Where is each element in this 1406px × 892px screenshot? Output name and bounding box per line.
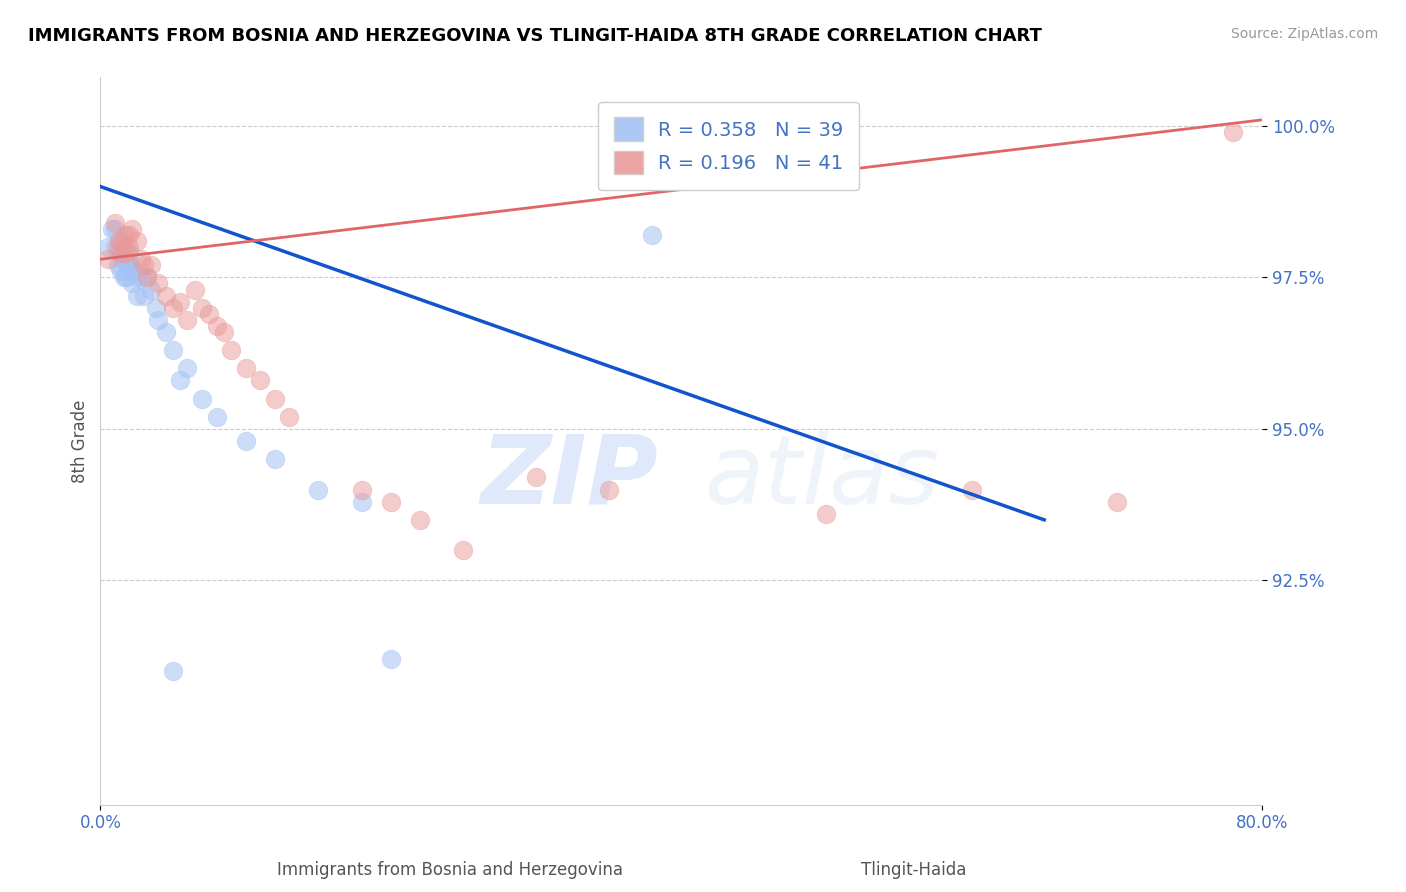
Point	[184, 283, 207, 297]
Point	[205, 409, 228, 424]
Point	[104, 216, 127, 230]
Point	[263, 392, 285, 406]
Point	[162, 343, 184, 358]
Point	[121, 277, 143, 291]
Point	[108, 234, 131, 248]
Point	[135, 270, 157, 285]
Point	[148, 277, 170, 291]
Point	[122, 264, 145, 278]
Point	[155, 288, 177, 302]
Point	[198, 307, 221, 321]
Point	[169, 294, 191, 309]
Point	[1105, 494, 1128, 508]
Point	[111, 246, 134, 260]
Point	[524, 470, 547, 484]
Text: Immigrants from Bosnia and Herzegovina: Immigrants from Bosnia and Herzegovina	[277, 861, 623, 879]
Point	[598, 483, 620, 497]
Point	[141, 258, 163, 272]
Point	[350, 483, 373, 497]
Point	[115, 246, 138, 260]
Point	[135, 270, 157, 285]
Point	[453, 543, 475, 558]
Point	[263, 452, 285, 467]
Text: IMMIGRANTS FROM BOSNIA AND HERZEGOVINA VS TLINGIT-HAIDA 8TH GRADE CORRELATION CH: IMMIGRANTS FROM BOSNIA AND HERZEGOVINA V…	[28, 27, 1042, 45]
Point	[191, 301, 214, 315]
Point	[104, 240, 127, 254]
Point	[235, 361, 257, 376]
Point	[350, 494, 373, 508]
Point	[176, 361, 198, 376]
Point	[380, 652, 402, 666]
Point	[162, 301, 184, 315]
Y-axis label: 8th Grade: 8th Grade	[72, 400, 89, 483]
Text: ZIP: ZIP	[479, 431, 658, 524]
Point	[176, 313, 198, 327]
Point	[118, 227, 141, 242]
Point	[108, 246, 131, 260]
Point	[114, 252, 136, 267]
Point	[125, 288, 148, 302]
Point	[141, 283, 163, 297]
Point	[155, 325, 177, 339]
Point	[132, 288, 155, 302]
Point	[125, 234, 148, 248]
Point	[409, 513, 432, 527]
Legend: R = 0.358   N = 39, R = 0.196   N = 41: R = 0.358 N = 39, R = 0.196 N = 41	[598, 102, 859, 190]
Point	[101, 222, 124, 236]
Text: Source: ZipAtlas.com: Source: ZipAtlas.com	[1230, 27, 1378, 41]
Point	[145, 301, 167, 315]
Point	[307, 483, 329, 497]
Text: Tlingit-Haida: Tlingit-Haida	[862, 861, 966, 879]
Point	[112, 240, 135, 254]
Point	[380, 494, 402, 508]
Point	[235, 434, 257, 448]
Point	[212, 325, 235, 339]
Point	[249, 374, 271, 388]
Point	[162, 665, 184, 679]
Point	[125, 270, 148, 285]
Point	[107, 258, 129, 272]
Point	[960, 483, 983, 497]
Point	[114, 227, 136, 242]
Point	[1222, 125, 1244, 139]
Point	[118, 240, 141, 254]
Point	[641, 227, 664, 242]
Point	[110, 264, 132, 278]
Point	[115, 270, 138, 285]
Point	[815, 507, 838, 521]
Text: atlas: atlas	[704, 431, 939, 524]
Point	[121, 222, 143, 236]
Point	[118, 264, 141, 278]
Point	[169, 374, 191, 388]
Point	[120, 258, 142, 272]
Point	[104, 222, 127, 236]
Point	[118, 246, 141, 260]
Point	[97, 252, 120, 267]
Point	[129, 270, 152, 285]
Point	[97, 240, 120, 254]
Point	[107, 240, 129, 254]
Point	[205, 318, 228, 333]
Point	[219, 343, 242, 358]
Point	[278, 409, 301, 424]
Point	[117, 258, 139, 272]
Point	[132, 258, 155, 272]
Point	[129, 252, 152, 267]
Point	[111, 252, 134, 267]
Point	[191, 392, 214, 406]
Point	[111, 234, 134, 248]
Point	[112, 270, 135, 285]
Point	[148, 313, 170, 327]
